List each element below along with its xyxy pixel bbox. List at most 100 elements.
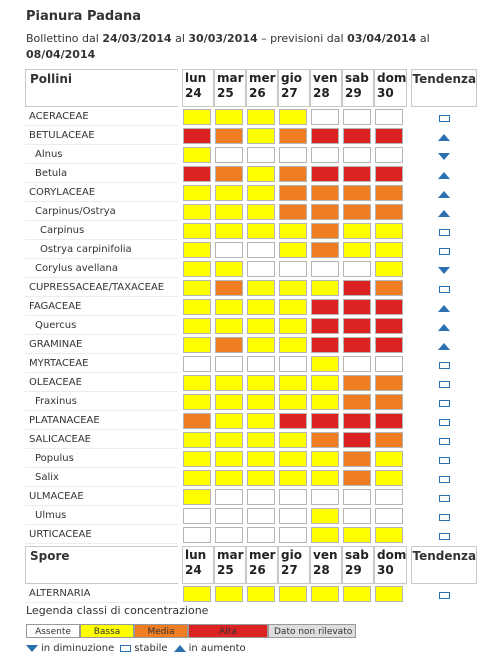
concentration-cell <box>183 317 211 334</box>
day-name: lun <box>185 71 207 85</box>
day-number: 28 <box>313 86 330 100</box>
concentration-cell <box>375 279 403 296</box>
concentration-cell <box>247 450 275 467</box>
stable-icon <box>438 514 450 521</box>
concentration-cell <box>183 127 211 144</box>
legend-non-rilevato: Dato non rilevato <box>268 624 356 638</box>
concentration-cell <box>215 222 243 239</box>
concentration-cell <box>183 469 211 486</box>
day-header: mar 25 <box>214 69 246 107</box>
day-number: 28 <box>313 563 330 577</box>
concentration-cell <box>375 336 403 353</box>
concentration-cell <box>247 488 275 505</box>
concentration-cell <box>343 488 371 505</box>
trend-cell <box>411 202 477 221</box>
table-row: Fraxinus <box>25 392 477 411</box>
trend-cell <box>411 145 477 164</box>
stable-icon <box>438 115 450 122</box>
concentration-cell <box>183 146 211 163</box>
day-name: ven <box>313 71 338 85</box>
concentration-cell <box>279 393 307 410</box>
concentration-cell <box>279 507 307 524</box>
concentration-cell <box>183 108 211 125</box>
concentration-cell <box>215 165 243 182</box>
table-row: BETULACEAE <box>25 126 477 145</box>
concentration-cell <box>279 203 307 220</box>
concentration-cell <box>247 279 275 296</box>
stable-icon <box>438 457 450 464</box>
concentration-cell <box>343 165 371 182</box>
table-row: Salix <box>25 468 477 487</box>
table-row: Carpinus <box>25 221 477 240</box>
trend-cell <box>411 240 477 259</box>
arrow-up-icon <box>173 645 186 652</box>
stable-icon <box>438 362 450 369</box>
concentration-cell <box>343 355 371 372</box>
concentration-cell <box>247 127 275 144</box>
concentration-cell <box>247 336 275 353</box>
concentration-cell <box>247 108 275 125</box>
day-number: 29 <box>345 563 362 577</box>
concentration-cell <box>375 585 403 602</box>
stable-icon <box>438 592 450 599</box>
concentration-cell <box>343 279 371 296</box>
concentration-cell <box>183 393 211 410</box>
day-number: 25 <box>217 86 234 100</box>
concentration-cell <box>247 184 275 201</box>
concentration-cell <box>375 431 403 448</box>
concentration-cell <box>247 260 275 277</box>
concentration-cell <box>215 203 243 220</box>
table-row: Ostrya carpinifolia <box>25 240 477 259</box>
concentration-cell <box>343 412 371 429</box>
taxon-name: ULMACEAE <box>25 487 178 506</box>
concentration-cell <box>375 507 403 524</box>
day-header: dom 30 <box>374 69 408 107</box>
table-row: Quercus <box>25 316 477 335</box>
spore-header: Spore <box>25 546 178 584</box>
day-number: 24 <box>185 86 202 100</box>
taxon-name: Betula <box>25 164 178 183</box>
legend-assente: Assente <box>26 624 80 638</box>
concentration-cell <box>279 260 307 277</box>
bulletin-dates: Bollettino dal 24/03/2014 al 30/03/2014 … <box>26 32 430 61</box>
concentration-cell <box>311 279 339 296</box>
arrow-down-icon <box>438 267 451 274</box>
tendenza-header: Tendenza <box>411 546 478 584</box>
concentration-cell <box>343 222 371 239</box>
concentration-cell <box>311 469 339 486</box>
concentration-cell <box>343 431 371 448</box>
table-row: OLEACEAE <box>25 373 477 392</box>
trend-legend-down: in diminuzione <box>41 643 115 654</box>
taxon-name: Corylus avellana <box>25 259 178 278</box>
trend-legend-stable: stabile <box>134 643 168 654</box>
concentration-cell <box>311 165 339 182</box>
concentration-cell <box>247 431 275 448</box>
concentration-cell <box>279 146 307 163</box>
concentration-cell <box>375 260 403 277</box>
concentration-cell <box>279 127 307 144</box>
table-row: Betula <box>25 164 477 183</box>
concentration-cell <box>183 585 211 602</box>
concentration-cell <box>215 412 243 429</box>
concentration-cell <box>311 412 339 429</box>
trend-cell <box>411 584 477 603</box>
legend-media: Media <box>134 624 188 638</box>
concentration-cell <box>279 336 307 353</box>
concentration-cell <box>343 450 371 467</box>
concentration-cell <box>311 526 339 543</box>
concentration-cell <box>215 450 243 467</box>
day-header: dom 30 <box>374 546 408 584</box>
concentration-cell <box>375 469 403 486</box>
day-name: mer <box>249 548 276 562</box>
taxon-name: PLATANACEAE <box>25 411 178 430</box>
concentration-cell <box>343 336 371 353</box>
taxon-name: Quercus <box>25 316 178 335</box>
concentration-cell <box>215 526 243 543</box>
concentration-cell <box>311 585 339 602</box>
concentration-cell <box>183 241 211 258</box>
day-number: 30 <box>377 86 394 100</box>
day-name: lun <box>185 548 207 562</box>
concentration-cell <box>279 241 307 258</box>
pollini-header: Pollini <box>25 69 178 107</box>
concentration-cell <box>183 450 211 467</box>
